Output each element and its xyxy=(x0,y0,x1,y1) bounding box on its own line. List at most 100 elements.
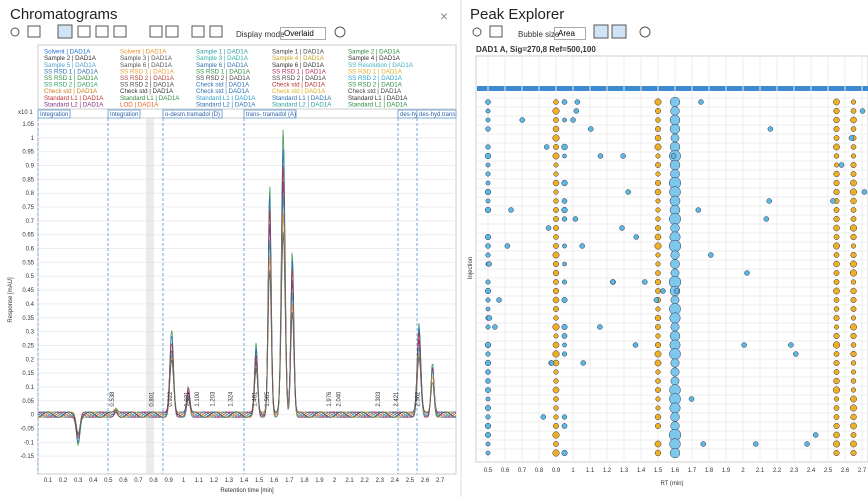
bubble xyxy=(670,153,677,159)
bubble xyxy=(587,126,594,132)
bubble xyxy=(553,99,559,105)
legend-entry: Sample 2 | DAD1A xyxy=(348,49,401,56)
bubble xyxy=(562,261,567,267)
x-tick-label: 1.6 xyxy=(671,468,680,474)
y-tick-label: -0.15 xyxy=(20,454,34,460)
band-label: o-desm.tramadol (D) xyxy=(165,112,220,118)
x-tick-label: 0.6 xyxy=(501,468,510,474)
bubble xyxy=(655,270,661,276)
bubble xyxy=(552,107,560,115)
bubble xyxy=(485,369,491,375)
legend-entry: Sample 6 | DAD1A xyxy=(272,62,325,69)
bubble xyxy=(833,270,840,276)
bubble xyxy=(850,440,857,448)
bubble xyxy=(609,279,616,285)
bubble xyxy=(619,225,625,231)
bubble xyxy=(655,396,661,402)
peak-label: 0.922 xyxy=(168,391,174,407)
bubble xyxy=(833,107,840,115)
legend-entry: SS RSD 2 | DAD1A xyxy=(272,75,327,82)
bubble xyxy=(669,438,681,450)
bubble xyxy=(833,324,840,330)
bubble xyxy=(850,162,857,168)
bubble xyxy=(561,297,568,303)
close-button[interactable]: × xyxy=(440,8,449,24)
y-axis-label: Injection xyxy=(468,257,474,279)
trace xyxy=(37,180,457,436)
bubble xyxy=(669,114,681,126)
band-label-box xyxy=(162,109,223,119)
bubble-size-select[interactable]: Area xyxy=(554,27,586,40)
legend-entry: SS Resolution | DAD1A xyxy=(348,62,414,69)
bubble xyxy=(553,216,559,222)
legend-entry: Sample 5 | DAD1A xyxy=(44,62,97,69)
bubble xyxy=(486,261,492,267)
bubble xyxy=(833,369,840,375)
bubble xyxy=(767,126,774,132)
bubble xyxy=(850,369,857,375)
bubble xyxy=(669,213,681,225)
bubble xyxy=(654,98,662,106)
bubble xyxy=(833,377,840,385)
bubble xyxy=(850,251,857,259)
bubble xyxy=(485,99,491,105)
bubble xyxy=(833,297,840,303)
bubble xyxy=(812,432,819,438)
bubble xyxy=(504,243,511,249)
bubble xyxy=(654,440,662,448)
y-exponent: x10 1 xyxy=(18,110,33,116)
bubble xyxy=(668,239,682,253)
bubble xyxy=(496,297,502,303)
legend-entry: Sample 2 | DAD1A xyxy=(44,55,97,62)
bubble xyxy=(540,414,547,420)
x-axis-label: Retention time [min] xyxy=(220,488,274,494)
legend-entry: SS RSD 2 | DAD1A xyxy=(348,75,403,82)
bubble xyxy=(850,432,857,438)
bubble xyxy=(654,359,662,367)
bubble xyxy=(655,207,661,213)
bubble xyxy=(833,414,840,420)
bubble xyxy=(485,108,491,114)
bubble xyxy=(655,333,661,339)
x-tick-label: 2 xyxy=(741,468,745,474)
bubble xyxy=(655,405,661,411)
panel-title: Peak Explorer xyxy=(470,6,565,23)
y-tick-label: 0.75 xyxy=(22,205,34,211)
bubble xyxy=(833,215,840,223)
bubble xyxy=(832,341,841,349)
x-tick-label: 0.6 xyxy=(119,478,128,484)
bubble xyxy=(552,296,560,304)
peak-label: 0.801 xyxy=(150,391,156,407)
bubble xyxy=(553,414,559,420)
y-axis-label: Response [mAU] xyxy=(8,277,14,323)
x-tick-label: 0.2 xyxy=(59,478,68,484)
legend-entry: Sample 1 | DAD1A xyxy=(272,49,325,56)
x-tick-label: 0.9 xyxy=(552,468,561,474)
display-mode-select[interactable]: Overlaid xyxy=(280,27,326,40)
bubble xyxy=(553,423,559,429)
x-tick-label: 2 xyxy=(333,478,337,484)
bubble xyxy=(708,252,714,258)
legend-entry: Check std | DAD1A xyxy=(272,82,326,89)
x-tick-label: 1.6 xyxy=(270,478,279,484)
bubble xyxy=(620,153,626,159)
bubble xyxy=(850,332,857,340)
bubble xyxy=(833,332,840,340)
legend-entry: Check std | DAD1A xyxy=(196,82,250,89)
x-axis-label: RT (min) xyxy=(660,481,683,487)
bubble xyxy=(834,162,839,168)
x-tick-label: 1 xyxy=(571,468,575,474)
legend-entry: Sample 4 | DAD1A xyxy=(272,55,325,62)
bubble xyxy=(654,134,662,142)
legend-entry: Standard L2 | DAD1A xyxy=(44,101,104,108)
bubble xyxy=(570,117,576,123)
x-tick-label: 2.6 xyxy=(421,478,430,484)
bubble xyxy=(654,314,662,322)
bubble xyxy=(850,179,857,187)
bubble xyxy=(553,369,559,375)
bubble xyxy=(553,441,559,447)
bubble xyxy=(850,413,857,421)
bubble xyxy=(655,261,661,267)
bubble xyxy=(552,134,560,142)
